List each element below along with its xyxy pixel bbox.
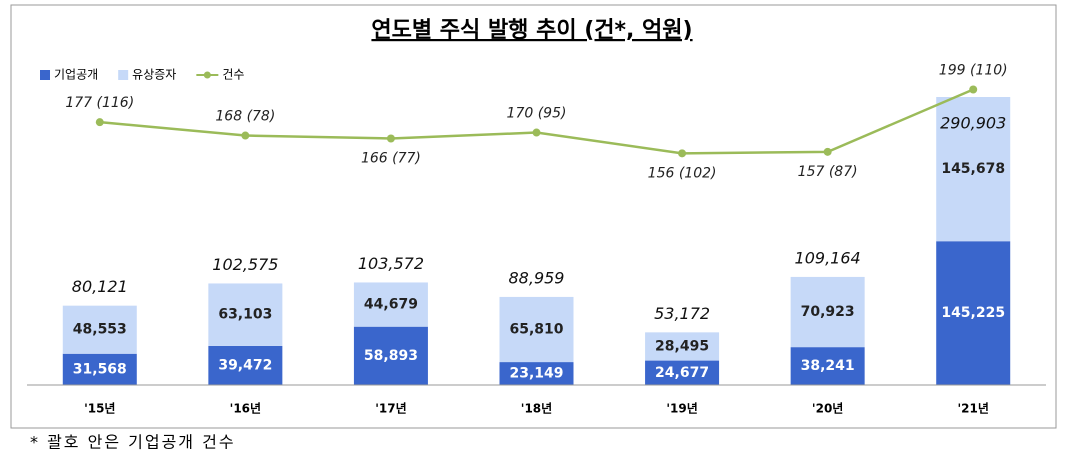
legend-swatch [118, 70, 129, 80]
x-tick-label: '18년 [521, 402, 552, 416]
bar-value-label: 48,553 [73, 322, 127, 338]
bar-value-label: 39,472 [218, 357, 272, 373]
total-label: 103,572 [358, 254, 424, 273]
bar-segment [936, 241, 1011, 385]
x-tick-label: '21년 [958, 402, 989, 416]
bar-segment [790, 276, 865, 348]
line-marker [532, 128, 541, 137]
bar-value-label: 38,241 [801, 358, 855, 374]
line-value-label: 177 (116) [65, 95, 134, 111]
bar-value-label: 70,923 [801, 304, 855, 320]
line-marker [241, 131, 250, 140]
total-label: 102,575 [212, 255, 278, 274]
bar-value-label: 24,677 [655, 365, 709, 381]
x-tick-label: '19년 [666, 402, 697, 416]
bar-segment [62, 305, 137, 354]
bar-segment [208, 345, 283, 385]
legend-swatch [40, 70, 50, 80]
bar-value-label: 58,893 [364, 348, 418, 364]
bar-value-label: 145,678 [941, 161, 1005, 177]
bar-segment [353, 282, 428, 327]
x-tick-label: '16년 [230, 402, 261, 416]
bar-value-label: 28,495 [655, 338, 709, 354]
legend-label: 기업공개 [54, 68, 98, 82]
bar-segment [499, 296, 574, 363]
line-value-label: 166 (77) [361, 150, 421, 166]
bar-segment [62, 353, 137, 385]
x-tick-label: '20년 [812, 402, 843, 416]
legend-label: 건수 [222, 68, 244, 82]
bar-value-label: 63,103 [218, 307, 272, 323]
line-marker [823, 147, 832, 156]
line-value-label: 199 (110) [939, 62, 1008, 78]
bar-value-label: 44,679 [364, 297, 418, 313]
total-label: 88,959 [509, 268, 565, 287]
line-marker [969, 85, 978, 94]
total-label: 290,903 [940, 114, 1006, 133]
bar-value-label: 31,568 [73, 361, 127, 377]
legend-marker [203, 71, 211, 79]
bar-segment [353, 326, 428, 385]
bar-segment [499, 362, 574, 385]
chart-frame [10, 4, 1057, 429]
bar-value-label: 145,225 [941, 305, 1005, 321]
bar-value-label: 65,810 [509, 322, 563, 338]
total-label: 53,172 [654, 304, 710, 323]
x-tick-label: '17년 [375, 402, 406, 416]
line-marker [678, 149, 687, 158]
line-marker [95, 118, 104, 127]
chart-title: 연도별 주식 발행 추이 (건*, 억원) [371, 18, 692, 43]
legend-label: 유상증자 [132, 68, 176, 82]
bar-segment [790, 347, 865, 385]
bar-segment [645, 360, 720, 385]
bar-segment [645, 332, 720, 361]
x-tick-label: '15년 [84, 402, 115, 416]
bar-segment [936, 97, 1011, 242]
bar-segment [208, 283, 283, 346]
line-value-label: 170 (95) [507, 106, 567, 122]
line-value-label: 168 (78) [215, 109, 275, 125]
line-value-label: 157 (87) [798, 164, 858, 180]
line-value-label: 156 (102) [648, 165, 717, 181]
bar-value-label: 23,149 [509, 366, 563, 382]
total-label: 109,164 [795, 248, 861, 267]
total-label: 80,121 [72, 277, 128, 296]
footnote: * 괄호 안은 기업공개 건수 [30, 433, 236, 452]
line-marker [386, 134, 395, 143]
